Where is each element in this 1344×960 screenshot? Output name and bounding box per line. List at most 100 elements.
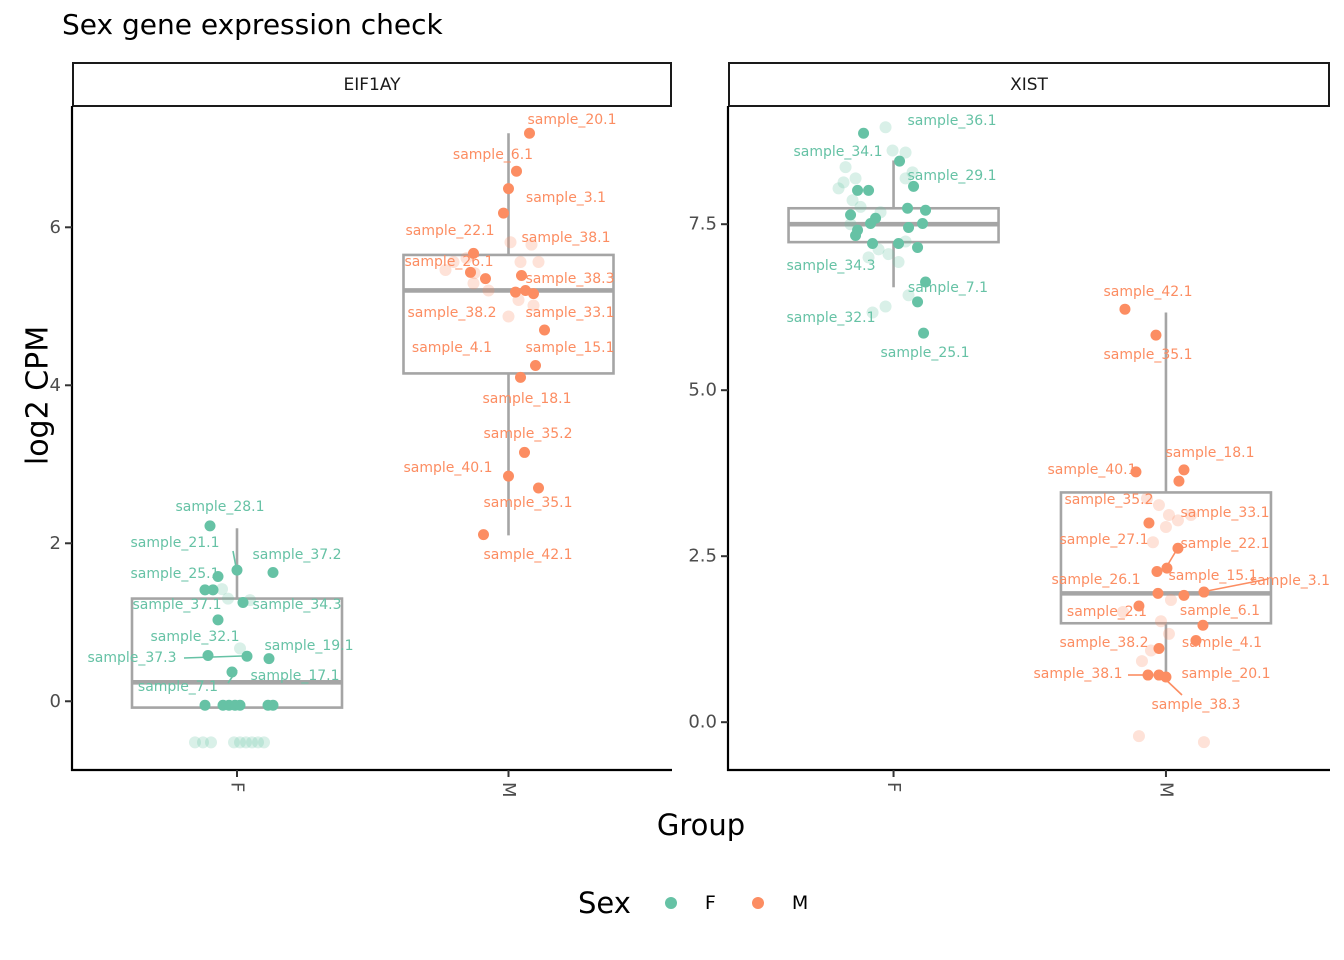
data-point-labeled xyxy=(912,296,924,308)
data-point-pale xyxy=(882,248,895,261)
sample-label: sample_18.1 xyxy=(1165,445,1254,461)
sample-label: sample_35.2 xyxy=(1064,492,1153,508)
sample-label: sample_17.1 xyxy=(250,668,339,684)
sample-label: sample_26.1 xyxy=(404,254,493,270)
data-point-pale xyxy=(902,289,915,302)
data-point-pale xyxy=(1162,509,1175,522)
sample-label: sample_35.1 xyxy=(483,495,572,511)
data-point xyxy=(863,184,875,196)
data-point-pale xyxy=(502,310,515,323)
sample-label: sample_6.1 xyxy=(453,147,533,163)
data-point-labeled xyxy=(1173,475,1185,487)
data-point xyxy=(234,699,246,711)
data-point-pale xyxy=(252,736,264,749)
data-point-labeled xyxy=(1190,635,1202,647)
data-point-labeled xyxy=(1178,589,1190,601)
facet-strip-xist: XIST xyxy=(728,62,1330,107)
data-point xyxy=(199,584,211,596)
x-axis-title: Group xyxy=(656,808,746,842)
x-tick-label: F xyxy=(883,782,904,792)
sample-label: sample_40.1 xyxy=(403,460,492,476)
data-point-pale xyxy=(879,300,892,313)
sample-label: sample_28.1 xyxy=(175,499,264,515)
data-point-labeled xyxy=(1133,600,1145,612)
data-point xyxy=(893,237,905,249)
sample-label: sample_36.1 xyxy=(907,113,996,129)
data-point-pale xyxy=(862,251,875,264)
data-point-pale xyxy=(234,642,246,655)
sample-label: sample_20.1 xyxy=(1181,666,1270,682)
data-point-labeled xyxy=(894,155,906,167)
legend-item-f: F xyxy=(664,892,716,914)
data-point-labeled xyxy=(530,360,541,372)
y-tick-label: 5.0 xyxy=(688,380,717,401)
sample-label: sample_22.1 xyxy=(1180,536,1269,552)
data-point xyxy=(207,584,219,596)
label-leader-line xyxy=(1206,578,1269,592)
sample-label: sample_20.1 xyxy=(527,112,616,128)
data-point-pale xyxy=(1146,536,1159,549)
data-point-labeled xyxy=(231,564,243,576)
data-point-pale xyxy=(899,172,912,185)
data-point-labeled xyxy=(515,371,526,383)
data-point-pale xyxy=(216,583,228,596)
legend-item-label: M xyxy=(791,892,809,914)
data-point-labeled xyxy=(1160,671,1172,683)
data-point-labeled xyxy=(480,273,491,285)
data-point-labeled xyxy=(202,649,214,661)
data-point-pale xyxy=(879,121,892,134)
facet-strip-label: EIF1AY xyxy=(343,74,401,95)
sample-label: sample_35.2 xyxy=(483,426,572,442)
box xyxy=(402,253,615,375)
data-point-pale xyxy=(1162,627,1175,640)
data-point-labeled xyxy=(1161,562,1173,574)
sample-label: sample_15.1 xyxy=(525,340,614,356)
data-point-pale xyxy=(258,736,270,749)
data-point-labeled xyxy=(511,165,522,177)
plot-title: Sex gene expression check xyxy=(62,8,443,41)
x-tick-label: M xyxy=(1155,782,1176,798)
data-point-labeled xyxy=(1150,329,1162,341)
data-point xyxy=(852,184,864,196)
legend-m-dot-icon xyxy=(751,897,764,909)
sample-label: sample_38.1 xyxy=(521,230,610,246)
data-point-labeled xyxy=(498,207,509,219)
sample-label: sample_3.1 xyxy=(526,190,606,206)
data-point xyxy=(903,222,915,234)
data-point-labeled xyxy=(263,653,275,665)
y-tick-label: 0.0 xyxy=(688,712,717,733)
data-point-pale xyxy=(439,263,452,276)
data-point-labeled xyxy=(199,699,211,711)
data-point-labeled xyxy=(241,650,253,662)
data-point xyxy=(267,699,279,711)
sample-label: sample_42.1 xyxy=(1103,284,1192,300)
sample-label: sample_34.3 xyxy=(786,258,875,274)
data-point-pale xyxy=(246,736,258,749)
sample-label: sample_18.1 xyxy=(482,391,571,407)
data-point-pale xyxy=(906,166,919,179)
data-point-labeled xyxy=(267,567,279,579)
data-point-labeled xyxy=(1151,565,1163,577)
sample-label: sample_38.3 xyxy=(1151,697,1240,713)
data-point-pale xyxy=(234,736,246,749)
data-point-pale xyxy=(846,194,859,207)
data-point-labeled xyxy=(1143,517,1155,529)
data-point-pale xyxy=(866,306,879,319)
data-point-labeled xyxy=(237,597,249,609)
data-point-pale xyxy=(189,736,201,749)
sample-label: sample_25.1 xyxy=(880,345,969,361)
data-point-labeled xyxy=(918,327,930,339)
y-tick-label: 4 xyxy=(50,375,61,396)
legend-item-m: M xyxy=(751,892,809,914)
data-point-pale xyxy=(854,200,867,213)
data-point-pale xyxy=(197,736,209,749)
y-tick-label: 7.5 xyxy=(688,214,717,235)
data-point-pale xyxy=(892,256,905,269)
data-point-labeled xyxy=(1198,586,1210,598)
data-point-labeled xyxy=(204,520,216,532)
data-point-labeled xyxy=(920,276,932,288)
data-point-labeled xyxy=(1142,669,1154,681)
data-point-pale xyxy=(886,144,899,157)
